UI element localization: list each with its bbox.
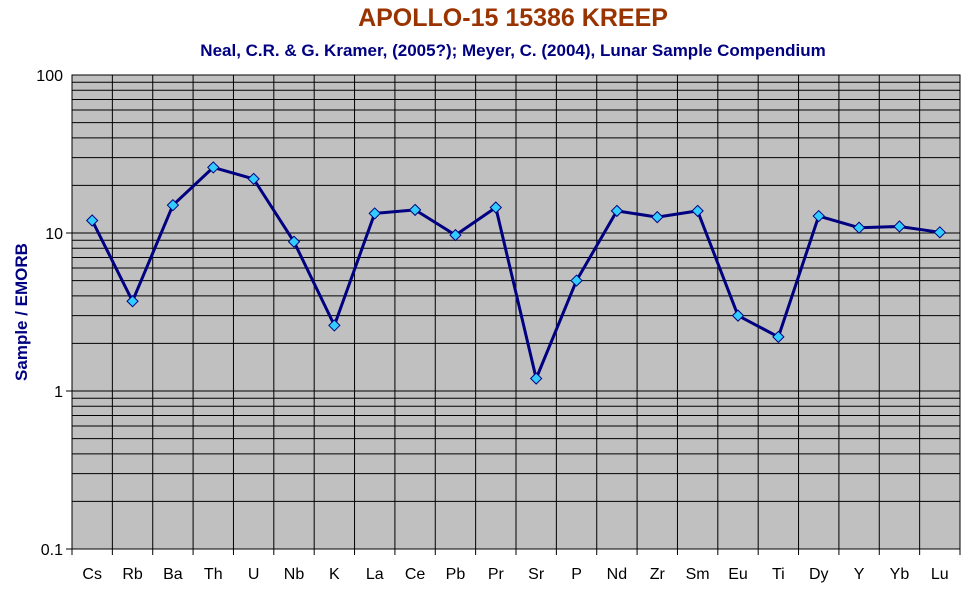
data-point: [328, 319, 341, 332]
data-point: [893, 220, 906, 233]
data-point: [408, 203, 422, 217]
x-tick-label: U: [248, 566, 260, 583]
data-point: [126, 295, 139, 308]
data-point: [570, 274, 583, 287]
data-point: [731, 309, 745, 322]
chart-subtitle: Neal, C.R. & G. Kramer, (2005?); Meyer, …: [200, 41, 826, 60]
x-tick-label: Nd: [607, 566, 627, 583]
x-tick-label: La: [366, 566, 384, 583]
y-tick-label: 0.1: [41, 542, 63, 559]
series-line: [90, 165, 941, 380]
x-tick-label: Cs: [82, 566, 102, 583]
x-tick-label: Ti: [772, 566, 785, 583]
data-point: [85, 214, 99, 227]
series-markers: [85, 161, 947, 385]
data-point: [852, 221, 866, 234]
x-tick-label: Sm: [686, 566, 710, 583]
x-tick-label: P: [571, 566, 582, 583]
data-point: [368, 207, 381, 220]
x-tick-label: Ba: [163, 566, 183, 583]
data-point: [529, 372, 543, 385]
x-tick-label: Pr: [488, 566, 505, 583]
data-point: [691, 204, 704, 218]
data-point: [812, 209, 825, 223]
x-tick-label: Zr: [650, 566, 666, 583]
x-tick-label: Th: [204, 566, 223, 583]
x-tick-label: Rb: [122, 566, 143, 583]
y-tick-label: 10: [45, 226, 63, 243]
x-tick-label: Nb: [284, 566, 305, 583]
data-point: [933, 226, 947, 239]
data-point: [610, 204, 624, 218]
data-point: [247, 172, 260, 186]
x-tick-label: Lu: [931, 566, 949, 583]
data-point: [287, 235, 301, 248]
data-point: [772, 330, 785, 344]
y-tick-label: 1: [54, 384, 63, 401]
y-tick-label: 100: [36, 68, 63, 85]
gridlines: [66, 75, 961, 555]
x-tick-label: Dy: [809, 566, 829, 583]
x-tick-label: Y: [854, 566, 865, 583]
x-tick-label: Sr: [528, 566, 545, 583]
chart-title: APOLLO-15 15386 KREEP: [358, 4, 668, 32]
y-axis-ticks: 100 10 1 0.1: [36, 68, 63, 559]
data-point: [651, 210, 664, 224]
x-tick-label: Yb: [890, 566, 910, 583]
data-point: [166, 198, 180, 212]
data-point: [489, 201, 503, 214]
x-tick-label: K: [329, 566, 340, 583]
x-tick-label: Pb: [446, 566, 466, 583]
data-point: [207, 161, 220, 174]
x-tick-label: Ce: [405, 566, 426, 583]
x-tick-label: Eu: [728, 566, 748, 583]
x-axis-ticks: Cs Rb Ba Th U Nb K La Ce Pb Pr Sr P Nd Zr Sm Eu Ti Dy Y Yb Lu: [82, 566, 948, 583]
data-point: [449, 228, 462, 242]
plot-border: [71, 74, 961, 550]
